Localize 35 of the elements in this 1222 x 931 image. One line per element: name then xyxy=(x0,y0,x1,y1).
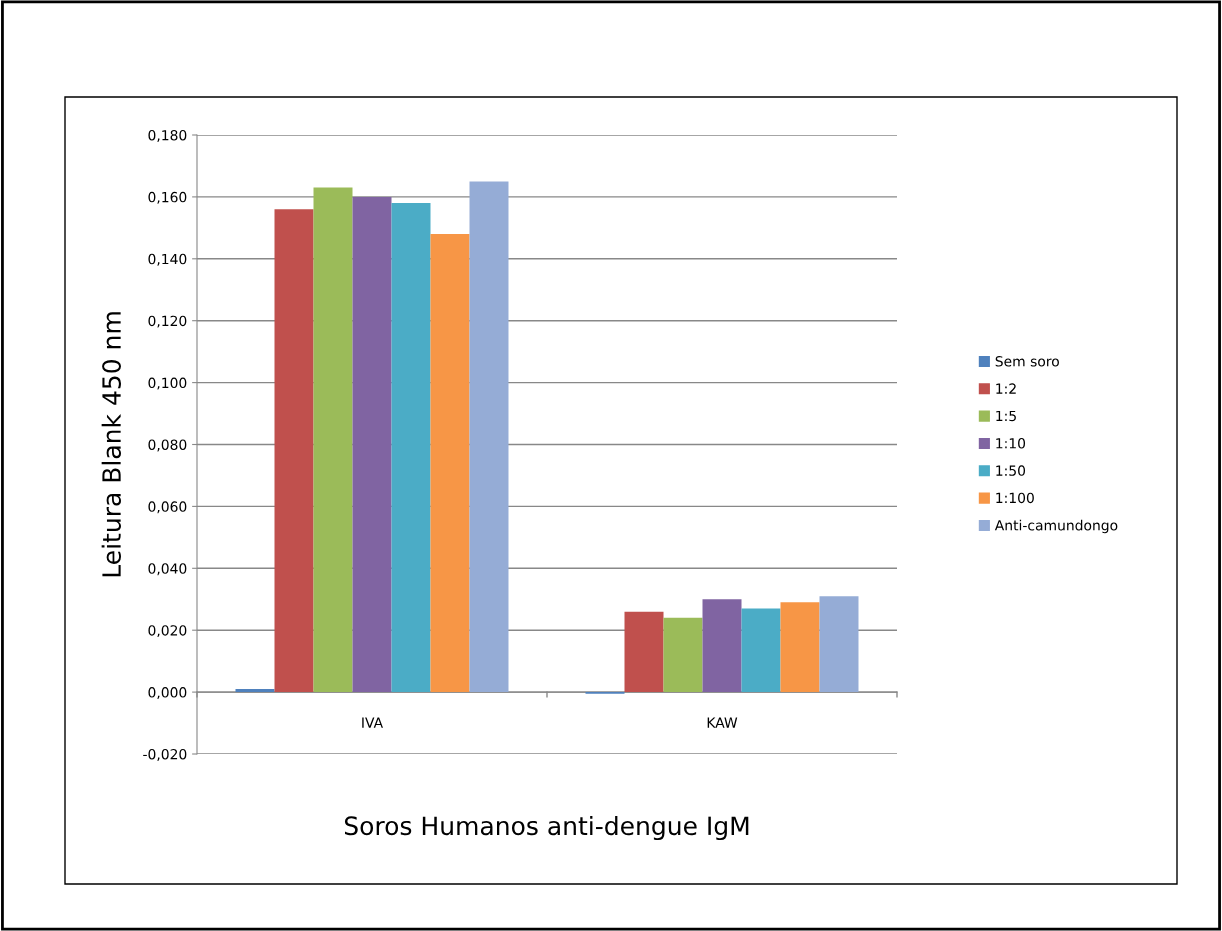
bar xyxy=(235,689,275,693)
y-tick-label: 0,020 xyxy=(148,625,187,638)
y-tick-label: -0,020 xyxy=(143,748,187,761)
legend-label: Sem soro xyxy=(995,356,1059,367)
bar xyxy=(469,181,509,693)
legend-label: 1:50 xyxy=(996,465,1026,476)
y-axis-title: Leitura Blank 450 nm xyxy=(101,312,121,577)
legend-label: 1:100 xyxy=(996,492,1034,504)
bar xyxy=(741,608,781,693)
x-axis-title: Soros Humanos anti-dengue IgM xyxy=(344,815,749,841)
y-tick-label: 0,160 xyxy=(148,191,187,204)
y-tick-label: 0,120 xyxy=(148,315,187,328)
bar xyxy=(352,196,392,693)
bar xyxy=(313,187,353,693)
bar xyxy=(819,596,859,693)
x-tick-label: IVA xyxy=(362,717,383,728)
bar xyxy=(663,617,703,693)
y-tick-label: 0,180 xyxy=(148,129,187,142)
legend-label: 1:5 xyxy=(996,410,1016,422)
bar xyxy=(624,611,664,693)
x-tick-label: KAW xyxy=(707,717,738,728)
y-tick-label: 0,060 xyxy=(148,501,187,514)
y-tick-label: 0,100 xyxy=(148,377,187,390)
legend-label: 1:2 xyxy=(996,383,1016,394)
bar xyxy=(274,209,314,693)
bar xyxy=(391,203,431,693)
y-tick-label: 0,000 xyxy=(148,687,187,699)
legend-label: Anti-camundongo xyxy=(994,519,1118,534)
bar xyxy=(430,234,470,693)
y-tick-label: 0,040 xyxy=(148,563,187,576)
legend-label: 1:10 xyxy=(996,438,1026,449)
bar xyxy=(780,602,820,693)
bar xyxy=(702,599,742,693)
y-tick-label: 0,080 xyxy=(148,439,187,452)
y-tick-label: 0,140 xyxy=(148,253,187,266)
